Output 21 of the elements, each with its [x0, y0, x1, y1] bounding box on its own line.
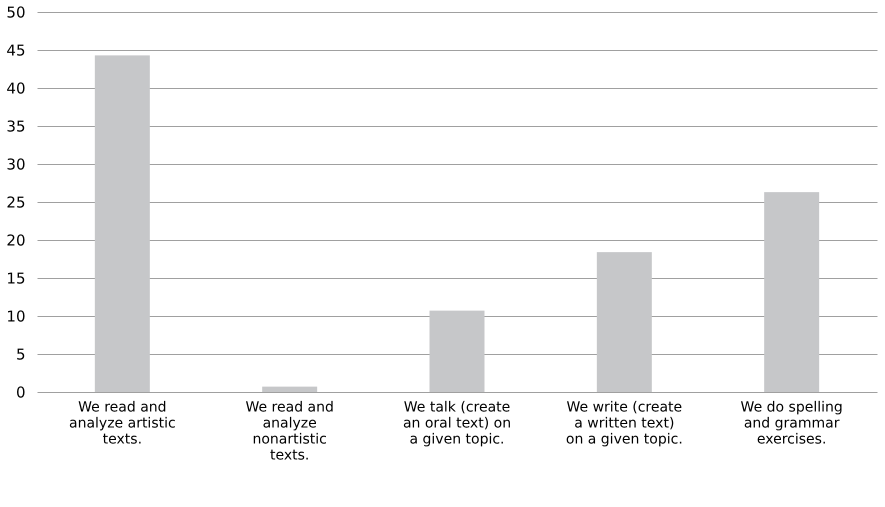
x-tick-label: We write (create a written text) on a given topic. [566, 400, 683, 448]
y-tick-label: 5 [16, 346, 26, 364]
x-tick-label: We read and analyze nonartistic texts. [245, 400, 334, 464]
y-tick-label: 20 [6, 232, 26, 250]
bar [430, 310, 484, 392]
x-tick-label: We read and analyze artistic texts. [68, 400, 176, 448]
y-tick-label: 50 [6, 4, 26, 22]
bar [262, 386, 318, 392]
bar [94, 55, 150, 392]
y-tick-label: 10 [6, 308, 26, 326]
bar [596, 252, 652, 392]
y-tick-label: 0 [16, 384, 26, 402]
bar [764, 192, 820, 392]
y-tick-label: 35 [6, 118, 26, 136]
y-tick-label: 15 [6, 270, 26, 288]
y-tick-label: 45 [6, 42, 26, 60]
x-tick-label: We do spelling and grammar exercises. [740, 400, 843, 448]
y-tick-label: 40 [6, 80, 26, 98]
y-tick-label: 30 [6, 156, 26, 174]
x-tick-label: We talk (create an oral text) on a given topic. [402, 400, 512, 448]
y-tick-label: 25 [6, 194, 26, 212]
